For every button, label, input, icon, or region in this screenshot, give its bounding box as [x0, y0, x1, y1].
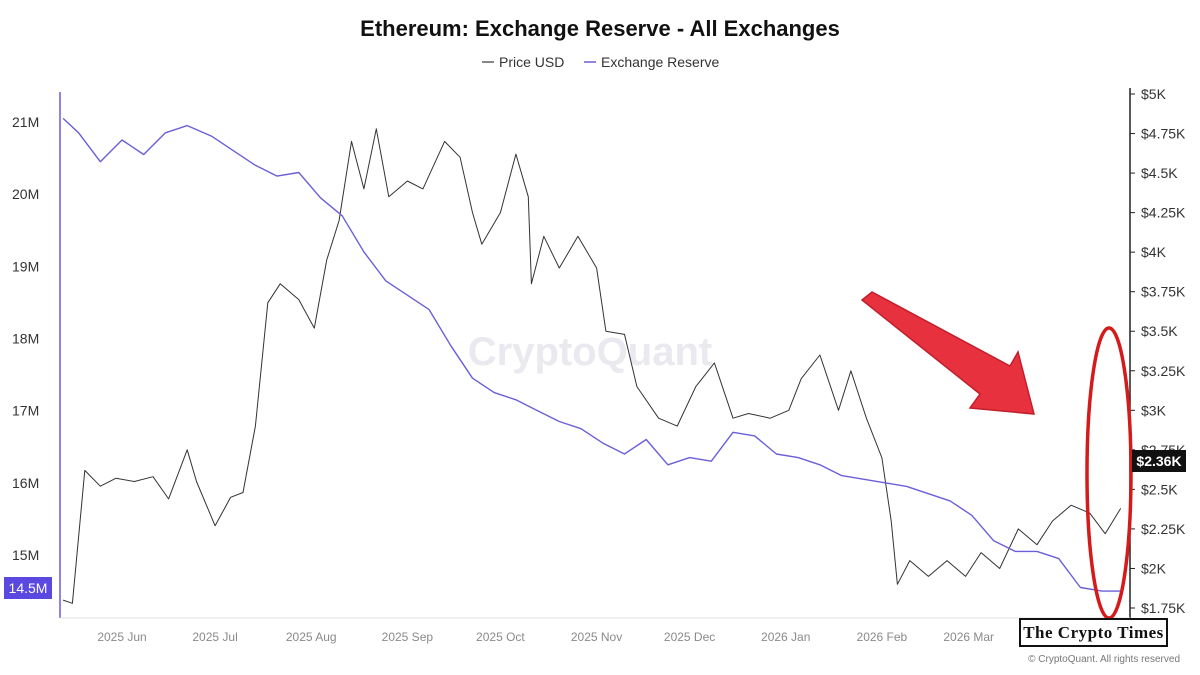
- legend-label-price[interactable]: Price USD: [499, 54, 564, 70]
- right-tick-label: $4.75K: [1141, 126, 1186, 142]
- the-crypto-times-logo: The Crypto Times: [1019, 618, 1168, 647]
- left-axis-ticks: 15M 16M 17M 18M 19M 20M 21M: [12, 114, 39, 563]
- right-tick-label: $4.5K: [1141, 165, 1178, 181]
- left-tick-label: 17M: [12, 403, 39, 419]
- copyright-credit: © CryptoQuant. All rights reserved: [1028, 654, 1180, 665]
- right-tick-label: $4.25K: [1141, 205, 1186, 221]
- x-tick-label: 2025 Sep: [382, 630, 434, 644]
- x-tick-label: 2025 Nov: [571, 630, 622, 644]
- right-tick-label: $4K: [1141, 244, 1167, 260]
- right-tick-label: $3K: [1141, 402, 1167, 418]
- watermark: CryptoQuant: [468, 330, 712, 374]
- right-tick-label: $1.75K: [1141, 600, 1186, 616]
- series-layer: [62, 117, 1122, 604]
- price-usd-line[interactable]: [62, 128, 1122, 604]
- chart-title: Ethereum: Exchange Reserve - All Exchang…: [360, 16, 840, 41]
- right-current-badge: $2.36K: [1132, 450, 1186, 472]
- right-tick-label: $5K: [1141, 86, 1167, 102]
- red-ellipse-annotation: [1085, 326, 1133, 620]
- left-tick-label: 21M: [12, 114, 39, 130]
- left-tick-label: 18M: [12, 331, 39, 347]
- left-tick-label: 19M: [12, 258, 39, 274]
- right-tick-label: $3.25K: [1141, 363, 1186, 379]
- x-tick-label: 2025 Jun: [97, 630, 146, 644]
- x-tick-label: 2026 Jan: [761, 630, 810, 644]
- left-tick-label: 20M: [12, 186, 39, 202]
- legend: Price USD Exchange Reserve: [482, 54, 720, 70]
- left-tick-label: 16M: [12, 475, 39, 491]
- x-tick-label: 2025 Oct: [476, 630, 525, 644]
- right-tick-label: $2K: [1141, 560, 1167, 576]
- logo-text: The Crypto Times: [1023, 622, 1164, 642]
- right-tick-label: $3.75K: [1141, 284, 1186, 300]
- x-tick-label: 2025 Jul: [192, 630, 237, 644]
- exchange-reserve-line[interactable]: [62, 117, 1121, 592]
- x-tick-label: 2025 Aug: [286, 630, 337, 644]
- right-tick-label: $2.5K: [1141, 481, 1178, 497]
- right-current-label: $2.36K: [1136, 453, 1181, 469]
- left-current-label: 14.5M: [9, 580, 48, 596]
- red-arrow-annotation: [860, 291, 1035, 415]
- right-axis-ticks: $1.75K$2K$2.25K$2.5K$2.75K$3K$3.25K$3.5K…: [1130, 86, 1186, 616]
- x-tick-label: 2025 Dec: [664, 630, 715, 644]
- left-tick-label: 15M: [12, 547, 39, 563]
- right-tick-label: $3.5K: [1141, 323, 1178, 339]
- x-axis-ticks: 2025 Jun 2025 Jul 2025 Aug 2025 Sep 2025 Oct…: [97, 630, 1078, 644]
- legend-label-reserve[interactable]: Exchange Reserve: [601, 54, 720, 70]
- right-tick-label: $2.25K: [1141, 521, 1186, 537]
- x-tick-label: 2026 Feb: [857, 630, 908, 644]
- left-current-badge: 14.5M: [4, 577, 52, 599]
- x-tick-label: 2026 Mar: [943, 630, 994, 644]
